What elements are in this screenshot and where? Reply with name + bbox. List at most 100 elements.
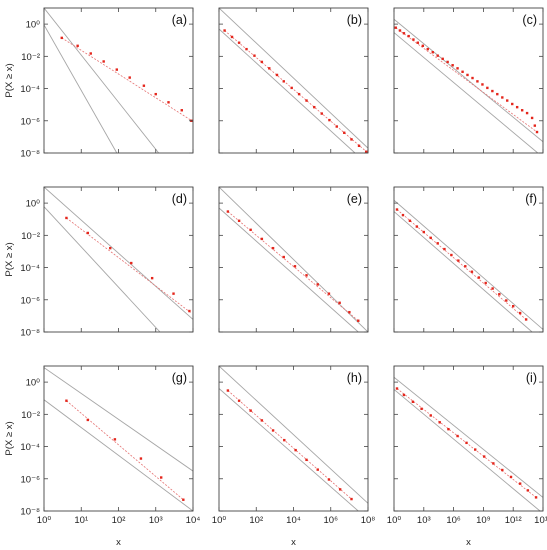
plot-area	[219, 366, 368, 511]
data-point	[530, 116, 534, 120]
data-point	[476, 80, 479, 83]
plot-frame	[393, 186, 544, 333]
data-point	[464, 265, 467, 268]
plot-frame	[393, 7, 544, 154]
panel-d: 10⁰ 10⁻² 10⁻⁴ 10⁻⁶ 10⁻⁸ (d) P(X ≥ x)	[4, 186, 194, 339]
data-point	[338, 301, 341, 304]
panel-h: 10⁰ 10² 10⁴ 10⁶ 10⁸ (h) x	[212, 365, 375, 548]
data-point	[290, 86, 293, 90]
data-point	[182, 498, 185, 501]
data-point	[436, 242, 439, 245]
x-tick-label: 10¹⁵	[534, 515, 547, 526]
data-point	[420, 407, 423, 411]
data-point	[401, 213, 405, 217]
panel-label: (h)	[347, 371, 362, 385]
data-point	[128, 76, 131, 79]
panel-a: 10⁰ 10⁻² 10⁻⁴ 10⁻⁶ 10⁻⁸ (a) P(X ≥ x)	[4, 7, 194, 160]
data-point	[130, 261, 133, 265]
data-point	[398, 29, 402, 32]
upper-bound-line	[394, 18, 543, 143]
data-point	[416, 41, 420, 44]
data-point	[357, 319, 360, 322]
data-point	[534, 496, 538, 499]
upper-bound-line	[219, 8, 368, 149]
data-point	[422, 230, 425, 234]
data-point	[402, 393, 406, 397]
panel-c: (c)	[393, 7, 544, 154]
data-point	[343, 131, 346, 134]
panel-label: (f)	[525, 192, 537, 206]
x-tick-label: 10⁰	[212, 515, 227, 526]
data-point	[451, 64, 454, 67]
fit-line	[66, 400, 184, 501]
data-point	[477, 276, 481, 279]
data-point	[481, 83, 484, 86]
y-tick-label: 10⁻⁶	[21, 474, 41, 485]
x-tick-label: 10²	[112, 515, 126, 526]
data-point	[249, 409, 252, 412]
x-tick-label: 10³	[417, 515, 431, 526]
lower-bound-line	[44, 24, 118, 153]
data-point	[305, 99, 308, 102]
data-point	[230, 35, 234, 39]
x-tick-label: 10⁶	[324, 515, 339, 526]
y-tick-label: 10⁻⁶	[21, 116, 41, 127]
data-point	[426, 47, 429, 51]
x-tick-label: 10⁴	[286, 515, 301, 526]
data-point	[509, 475, 513, 479]
data-point	[520, 109, 524, 112]
y-axis-title: P(X ≥ x)	[4, 63, 15, 97]
data-point	[260, 60, 264, 64]
data-point	[407, 34, 410, 38]
data-point	[461, 70, 464, 73]
x-tick-label: 10²	[249, 515, 263, 526]
panel-f: (f)	[393, 186, 544, 333]
data-point	[486, 86, 489, 90]
data-point	[348, 310, 351, 314]
y-tick-label: 10⁻⁴	[20, 442, 40, 453]
data-point	[412, 38, 415, 41]
x-axis-title: x	[116, 537, 121, 548]
plot-frame	[43, 7, 194, 154]
data-point	[484, 281, 487, 285]
data-point	[275, 73, 279, 77]
data-point	[245, 47, 248, 51]
data-point	[457, 259, 460, 262]
upper-bound-line	[44, 367, 193, 472]
data-point	[496, 92, 499, 96]
data-point	[470, 270, 474, 273]
data-point	[395, 208, 399, 211]
plot-area	[394, 199, 543, 332]
data-point	[316, 283, 319, 286]
lower-bound-line	[394, 389, 541, 511]
lower-bound-line	[44, 206, 161, 332]
data-point	[491, 287, 494, 290]
x-tick-label: 10⁴	[186, 515, 201, 526]
data-point	[102, 60, 105, 63]
plot-frame	[218, 365, 369, 512]
data-point	[441, 57, 444, 61]
upper-bound-line	[44, 187, 193, 320]
y-tick-label: 10⁻²	[21, 410, 40, 421]
data-point	[327, 292, 331, 295]
y-tick-label: 10⁻⁴	[20, 263, 40, 274]
data-point	[535, 130, 539, 134]
lower-bound-line	[44, 399, 193, 511]
y-tick-label: 10⁻⁸	[20, 328, 40, 339]
x-tick-label: 10³	[149, 515, 163, 526]
data-point	[113, 438, 117, 441]
data-point	[524, 318, 528, 321]
data-point	[294, 448, 297, 452]
data-point	[76, 44, 79, 48]
data-point	[260, 237, 264, 241]
fit-line	[61, 37, 193, 122]
upper-bound-line	[219, 187, 368, 332]
data-point	[512, 304, 515, 308]
data-point	[505, 299, 508, 302]
data-point	[429, 236, 432, 240]
data-point	[456, 67, 459, 70]
panel-label: (d)	[172, 192, 187, 206]
data-point	[237, 399, 241, 402]
data-point	[456, 434, 459, 438]
data-point	[159, 476, 163, 479]
